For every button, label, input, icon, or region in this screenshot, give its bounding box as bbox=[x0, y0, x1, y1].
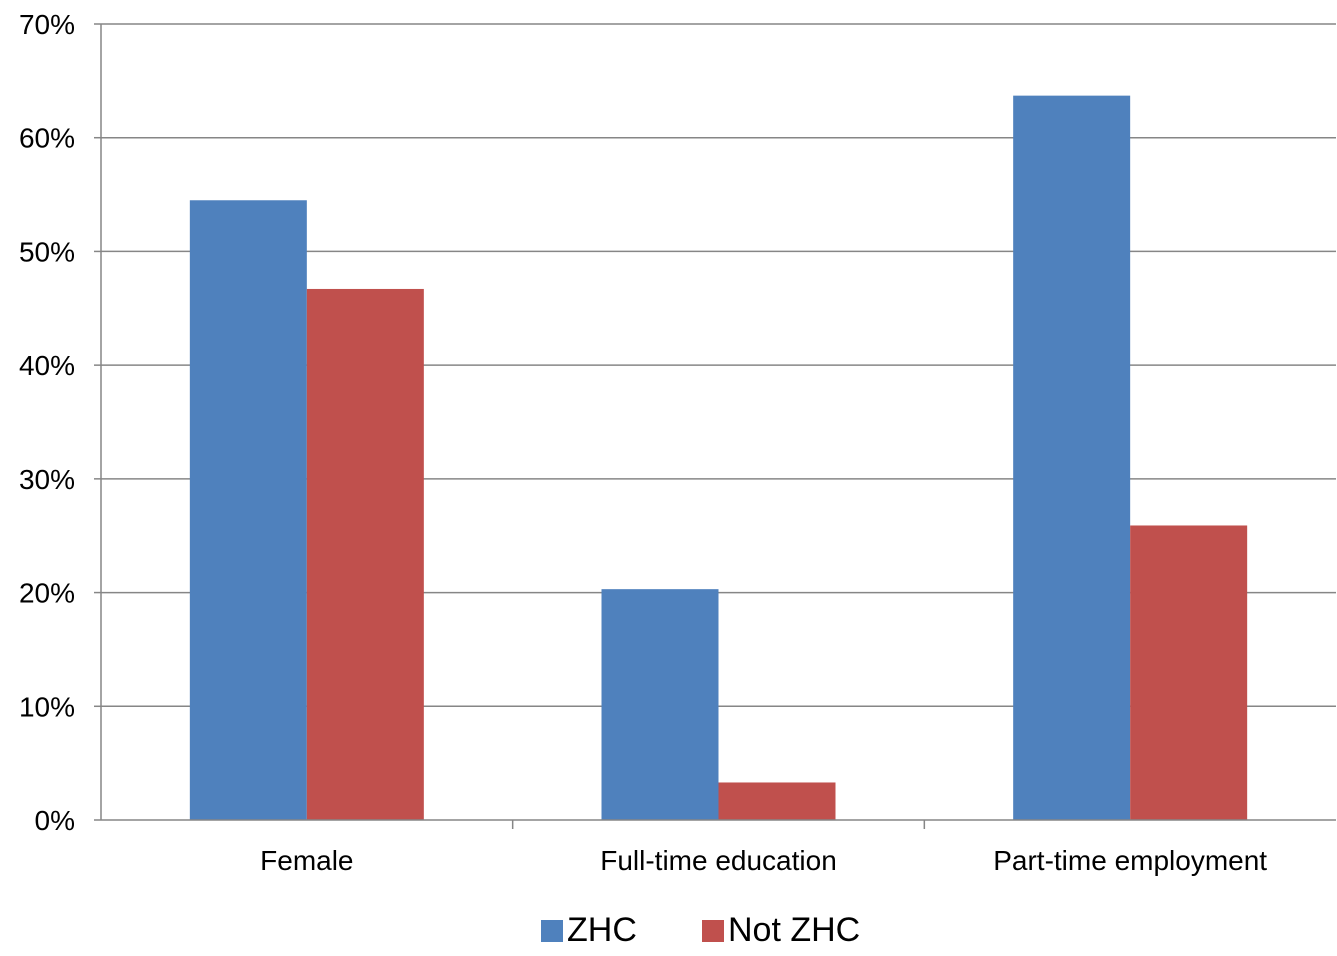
y-tick-label: 0% bbox=[35, 805, 75, 836]
x-tick-labels: Female Full-time education Part-time emplo… bbox=[260, 845, 1267, 876]
legend: ZHC Not ZHC bbox=[541, 911, 860, 949]
bar-not-zhc-part-time-employment bbox=[1130, 525, 1248, 820]
y-tick-label: 40% bbox=[19, 350, 75, 381]
y-tick-label: 60% bbox=[19, 123, 75, 154]
bars bbox=[189, 95, 1248, 820]
bar-not-zhc-full-time-education bbox=[718, 782, 836, 820]
bar-zhc-part-time-employment bbox=[1013, 95, 1131, 820]
legend-swatch-not-zhc bbox=[702, 920, 724, 942]
legend-swatch-zhc bbox=[541, 920, 563, 942]
x-tick-label: Female bbox=[260, 845, 353, 876]
y-tick-label: 20% bbox=[19, 578, 75, 609]
legend-label-zhc: ZHC bbox=[567, 911, 637, 949]
y-tick-label: 70% bbox=[19, 9, 75, 40]
bar-zhc-female bbox=[189, 200, 307, 820]
y-tick-labels: 0% 10% 20% 30% 40% 50% 60% 70% bbox=[19, 9, 75, 836]
bar-zhc-full-time-education bbox=[601, 589, 719, 820]
y-tick-label: 50% bbox=[19, 236, 75, 267]
axes bbox=[94, 23, 1336, 829]
legend-label-not-zhc: Not ZHC bbox=[728, 911, 860, 949]
bar-not-zhc-female bbox=[306, 288, 424, 820]
y-tick-label: 30% bbox=[19, 464, 75, 495]
x-tick-label: Part-time employment bbox=[993, 845, 1267, 876]
x-tick-label: Full-time education bbox=[600, 845, 837, 876]
y-tick-label: 10% bbox=[19, 691, 75, 722]
